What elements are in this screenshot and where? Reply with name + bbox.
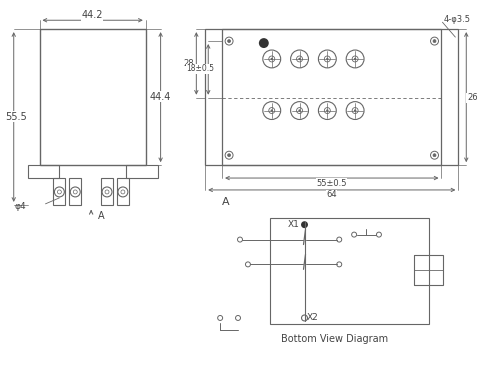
Text: 44.4: 44.4 (150, 92, 171, 102)
Circle shape (228, 154, 230, 157)
Bar (270, 218, 429, 324)
Bar (126, 165, 157, 178)
Text: 28: 28 (183, 59, 194, 68)
Circle shape (301, 221, 308, 228)
Circle shape (326, 58, 328, 60)
Bar (101, 178, 113, 205)
Bar (39, 29, 146, 165)
Bar (69, 178, 81, 205)
Bar (222, 29, 442, 165)
Text: 44.2: 44.2 (82, 10, 103, 20)
Bar (117, 178, 129, 205)
Text: 64: 64 (326, 190, 336, 199)
Text: 55±0.5: 55±0.5 (316, 179, 347, 187)
Text: X1: X1 (288, 220, 300, 229)
Circle shape (433, 154, 436, 157)
Circle shape (326, 109, 328, 112)
Text: 18±0.5: 18±0.5 (186, 64, 214, 73)
Circle shape (299, 58, 301, 60)
Circle shape (271, 58, 273, 60)
Text: X2: X2 (307, 313, 318, 322)
Bar (205, 29, 458, 165)
Circle shape (433, 40, 436, 42)
Text: Bottom View Diagram: Bottom View Diagram (281, 334, 388, 344)
Circle shape (271, 109, 273, 112)
Circle shape (259, 38, 269, 48)
Circle shape (354, 58, 356, 60)
Text: A: A (222, 197, 230, 207)
Circle shape (354, 109, 356, 112)
Bar (28, 165, 60, 178)
Text: 26: 26 (467, 93, 478, 102)
Bar (414, 255, 444, 285)
Circle shape (299, 109, 301, 112)
Circle shape (228, 40, 230, 42)
Text: 4-φ3.5: 4-φ3.5 (444, 15, 470, 24)
Bar (53, 178, 65, 205)
Text: φ4: φ4 (14, 202, 25, 211)
Text: A: A (98, 211, 105, 221)
Text: 55.5: 55.5 (5, 112, 26, 122)
